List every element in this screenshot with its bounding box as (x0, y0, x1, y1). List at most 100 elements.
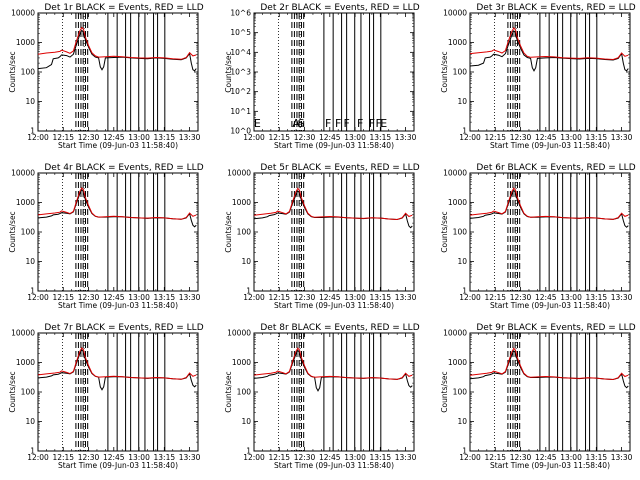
x-tick-label: 12:15 (268, 293, 290, 302)
x-tick-label: 12:00 (459, 453, 481, 462)
x-tick-label: 12:45 (103, 293, 125, 302)
x-tick-label: 12:30 (294, 293, 316, 302)
x-tick-label: 13:30 (179, 453, 201, 462)
x-axis-label: Start Time (09-Jun-03 11:58:40) (274, 461, 394, 470)
x-tick-label: 13:15 (154, 293, 176, 302)
y-tick-label: 10000 (11, 329, 35, 338)
plot-frame (253, 332, 415, 452)
x-axis-label: Start Time (09-Jun-03 11:58:40) (58, 301, 178, 310)
x-tick-label: 13:15 (370, 453, 392, 462)
y-tick-label: 10000 (443, 169, 467, 178)
y-tick-label: 1000 (16, 38, 35, 47)
x-tick-label: 12:45 (319, 293, 341, 302)
flag-label: E (380, 117, 387, 130)
y-axis-label: Counts/sec (8, 371, 17, 412)
x-tick-label: 12:00 (27, 293, 49, 302)
plot-frame (37, 12, 199, 132)
y-tick-label: 10^2 (230, 87, 251, 96)
y-tick-label: 100 (453, 68, 468, 77)
y-tick-label: 100 (237, 228, 252, 237)
y-axis-label: Counts/sec (224, 51, 233, 92)
x-tick-label: 12:30 (510, 133, 532, 142)
y-axis-label: Counts/sec (440, 51, 449, 92)
y-tick-label: 1000 (16, 198, 35, 207)
y-tick-label: 1 (30, 287, 35, 296)
x-tick-label: 12:00 (27, 133, 49, 142)
plot-frame (37, 332, 199, 452)
x-tick-label: 13:15 (586, 453, 608, 462)
flag-label: F (357, 117, 363, 130)
x-tick-label: 12:15 (52, 293, 74, 302)
y-tick-label: 100 (237, 388, 252, 397)
y-tick-label: 10^6 (230, 9, 251, 18)
y-tick-label: 1 (246, 447, 251, 456)
x-tick-label: 13:15 (370, 293, 392, 302)
x-tick-label: 13:30 (611, 133, 633, 142)
panel-title: Det 3r BLACK = Events, RED = LLD (476, 3, 635, 13)
y-tick-label: 10 (457, 257, 467, 266)
x-tick-label: 12:15 (484, 453, 506, 462)
x-tick-label: 12:15 (268, 133, 290, 142)
plot-frame (37, 172, 199, 292)
x-axis-label: Start Time (09-Jun-03 11:58:40) (490, 141, 610, 150)
flag-label: A (292, 117, 300, 130)
y-tick-label: 1000 (448, 358, 467, 367)
x-tick-label: 12:45 (319, 133, 341, 142)
x-tick-label: 13:30 (611, 293, 633, 302)
y-tick-label: 10 (241, 417, 251, 426)
lld-curve (253, 347, 413, 380)
x-tick-label: 13:30 (179, 133, 201, 142)
x-tick-label: 12:30 (78, 453, 100, 462)
y-tick-label: 10000 (443, 329, 467, 338)
x-tick-label: 12:45 (535, 133, 557, 142)
y-tick-label: 10^1 (230, 107, 251, 116)
flag-label: S (298, 117, 305, 130)
x-tick-label: 12:15 (484, 293, 506, 302)
x-tick-label: 12:00 (459, 133, 481, 142)
y-axis-label: Counts/sec (440, 211, 449, 252)
x-tick-label: 12:00 (459, 293, 481, 302)
x-tick-label: 12:00 (243, 133, 265, 142)
y-tick-label: 1 (30, 127, 35, 136)
x-tick-label: 12:30 (294, 453, 316, 462)
x-tick-label: 12:15 (52, 133, 74, 142)
x-tick-label: 13:00 (344, 293, 366, 302)
x-tick-label: 12:30 (510, 293, 532, 302)
y-axis-label: Counts/sec (440, 371, 449, 412)
x-axis-label: Start Time (09-Jun-03 11:58:40) (490, 301, 610, 310)
y-tick-label: 1 (246, 287, 251, 296)
y-tick-label: 10 (25, 417, 35, 426)
plot-frame (253, 172, 415, 292)
x-axis-label: Start Time (09-Jun-03 11:58:40) (58, 461, 178, 470)
y-tick-label: 1000 (232, 358, 251, 367)
x-axis-label: Start Time (09-Jun-03 11:58:40) (274, 141, 394, 150)
y-axis-label: Counts/sec (8, 51, 17, 92)
flag-label: F (325, 117, 331, 130)
x-tick-label: 13:15 (586, 293, 608, 302)
y-tick-label: 100 (453, 228, 468, 237)
y-tick-label: 10000 (11, 9, 35, 18)
plot-frame (469, 172, 631, 292)
plot-frame (253, 12, 415, 132)
y-tick-label: 10 (241, 257, 251, 266)
y-tick-label: 10000 (11, 169, 35, 178)
y-tick-label: 10^5 (230, 28, 251, 37)
x-tick-label: 12:30 (510, 453, 532, 462)
x-tick-label: 13:00 (128, 133, 150, 142)
flag-label: E (254, 117, 261, 130)
plot-frame (469, 332, 631, 452)
lld-curve (37, 187, 197, 220)
x-axis-label: Start Time (09-Jun-03 11:58:40) (274, 301, 394, 310)
y-tick-label: 1 (30, 447, 35, 456)
panel-title: Det 5r BLACK = Events, RED = LLD (260, 163, 419, 173)
x-tick-label: 12:45 (103, 453, 125, 462)
x-tick-label: 13:00 (560, 293, 582, 302)
x-tick-label: 12:15 (484, 133, 506, 142)
y-tick-label: 1000 (16, 358, 35, 367)
x-tick-label: 13:15 (154, 133, 176, 142)
